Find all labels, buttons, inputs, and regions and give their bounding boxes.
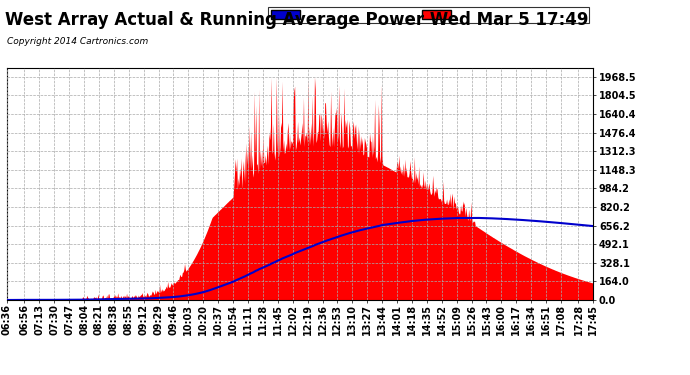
Text: West Array Actual & Running Average Power Wed Mar 5 17:49: West Array Actual & Running Average Powe… [5,11,589,29]
Text: Copyright 2014 Cartronics.com: Copyright 2014 Cartronics.com [7,38,148,46]
Legend: Average  (DC Watts), West Array  (DC Watts): Average (DC Watts), West Array (DC Watts… [268,7,589,23]
